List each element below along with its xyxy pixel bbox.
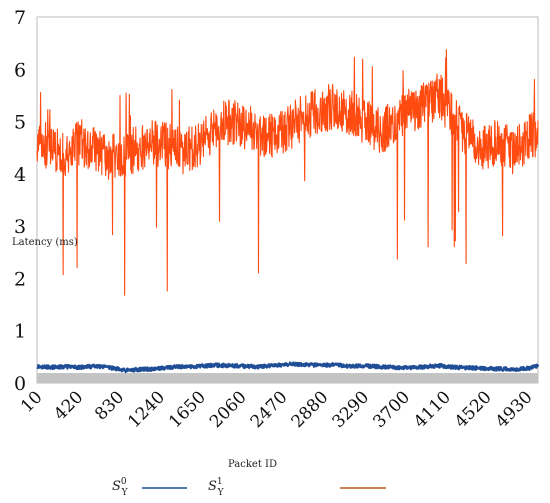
x-tick-label: 830 bbox=[91, 387, 128, 424]
x-tick-label: 2060 bbox=[206, 387, 251, 432]
y-tick-label: 0 bbox=[14, 373, 26, 395]
x-tick-label: 420 bbox=[50, 387, 87, 424]
y-tick-label: 1 bbox=[14, 321, 26, 343]
x-tick-label: 4110 bbox=[410, 387, 455, 432]
x-tick-label: 4520 bbox=[451, 387, 496, 432]
y-tick-label: 4 bbox=[14, 164, 26, 186]
x-axis-ticks: 10 420 83012401650206024702880329037004110… bbox=[17, 387, 536, 432]
x-tick-label: 1650 bbox=[165, 387, 210, 432]
legend: S0 Y S1 Y bbox=[112, 477, 386, 498]
x-tick-label: 2880 bbox=[288, 387, 333, 432]
x-tick-label: 3290 bbox=[328, 387, 373, 432]
y-tick-label: 5 bbox=[14, 112, 26, 134]
y-axis-ticks: 0 1 2 3 4 5 6 7 bbox=[14, 7, 26, 395]
y-tick-label: 7 bbox=[14, 7, 26, 29]
x-axis-band bbox=[37, 373, 538, 383]
series-line-1 bbox=[36, 49, 539, 296]
legend-label-0: S0 Y bbox=[112, 477, 129, 498]
x-tick-label: 3700 bbox=[369, 387, 414, 432]
x-tick-label: 2470 bbox=[247, 387, 292, 432]
x-tick-label: 1240 bbox=[124, 387, 169, 432]
legend-label-1: S1 Y bbox=[208, 477, 225, 498]
y-tick-label: 3 bbox=[14, 216, 26, 238]
x-tick-label: 4930 bbox=[492, 387, 537, 432]
y-tick-label: 2 bbox=[14, 268, 26, 290]
series-layer bbox=[36, 49, 540, 374]
x-axis-label: Packet ID bbox=[228, 459, 277, 470]
series-line-0 bbox=[36, 361, 540, 374]
y-axis-label: Latency (ms) bbox=[12, 237, 78, 248]
y-tick-label: 6 bbox=[14, 59, 26, 81]
